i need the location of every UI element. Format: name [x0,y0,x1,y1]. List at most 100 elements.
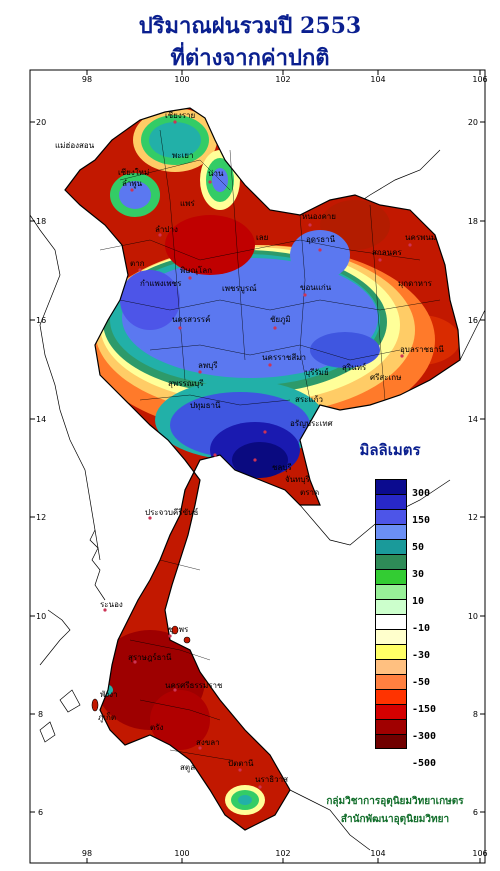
map-subtitle: ที่ต่างจากค่าปกติ [170,45,330,71]
y-tick-label-left: 20 [36,118,46,127]
x-tick-label-top: 100 [174,75,189,84]
province-label: แม่ฮ่องสอน [55,141,95,150]
legend-swatch [375,539,407,554]
station-dot [130,188,134,192]
province-label: ลำพูน [122,179,143,189]
legend-swatch [375,554,407,569]
station-dot [198,370,202,374]
legend-swatch [375,584,407,599]
legend-tick-label: -500 [412,758,437,769]
y-tick-label-right: 8 [473,710,478,719]
station-dot [408,243,412,247]
legend-tick-label: 150 [412,515,431,526]
station-dot [198,746,202,750]
station-dot [308,223,312,227]
province-label: แพร่ [180,199,195,208]
station-dot [138,268,142,272]
legend-swatch [375,734,407,749]
station-dot [238,768,242,772]
province-label: ศรีสะเกษ [370,373,401,382]
y-tick-label-left: 16 [36,316,46,325]
y-tick-label-right: 10 [468,612,478,621]
province-label: เชียงราย [165,111,195,120]
province-label: บุรีรัมย์ [305,367,329,377]
station-dot [173,120,177,124]
province-label: นครศรีธรรมราช [165,681,223,690]
station-dot [213,453,217,457]
province-label: สุพรรณบุรี [168,379,204,388]
province-label: พังงา [100,690,118,699]
legend-tick-label: -300 [412,731,437,742]
station-markers [103,120,412,789]
station-dot [258,785,262,789]
legend-swatch [375,704,407,719]
station-dot [253,458,257,462]
province-label: เพชรบูรณ์ [222,283,257,294]
island [91,698,99,712]
province-label: มุกดาหาร [398,279,433,288]
legend-swatch [375,569,407,584]
province-label: ลพบุรี [198,361,218,370]
credit-line-2: สำนักพัฒนาอุตุนิยมวิทยา [340,814,450,825]
station-dot [378,258,382,262]
station-dot [148,516,152,520]
credit-line-1: กลุ่มวิชาการอุตุนิยมวิทยาเกษตร [326,796,464,807]
legend-tick-label: 50 [412,542,425,553]
station-dot [273,326,277,330]
y-tick-label-left: 12 [36,513,46,522]
legend-swatch [375,614,407,629]
province-label: นราธิวาส [255,775,288,784]
province-label: จันทบุรี [285,475,311,484]
station-dot [158,233,162,237]
station-dot [318,248,322,252]
station-dot [133,660,137,664]
legend-swatch [375,509,407,524]
province-label: สงขลา [196,738,220,747]
province-label: ลำปาง [155,225,178,234]
legend-swatch [375,719,407,734]
province-label: นครพนม [405,233,436,242]
province-boundaries [99,129,441,761]
province-label: สุราษฎร์ธานี [128,652,172,662]
y-tick-label-right: 14 [468,415,478,424]
province-label: สตูล [180,763,195,773]
station-dot [168,634,172,638]
legend-swatch [375,479,407,494]
province-labels: เชียงราย เชียงใหม่ แม่ฮ่องสอน ลำพูน ลำปา… [55,111,444,784]
legend-tick-label: -10 [412,623,431,634]
province-label: น่าน [208,169,224,178]
x-tick-label-bottom: 100 [174,849,189,858]
legend-tick-label: -30 [412,650,431,661]
province-label: นครราชสีมา [262,353,306,362]
legend-swatch [375,629,407,644]
y-tick-label-right: 20 [468,118,478,127]
station-dot [268,363,272,367]
province-label: สกลนคร [372,248,402,257]
province-label: ชลบุรี [272,463,292,472]
station-dot [178,326,182,330]
province-label: ปทุมธานี [190,401,221,410]
legend-tick-label: 30 [412,569,425,580]
station-dot [103,608,107,612]
x-tick-label-top: 98 [82,75,92,84]
y-tick-label-left: 14 [36,415,46,424]
province-label: ปัตตานี [228,759,254,768]
province-label: ตราด [300,488,319,497]
province-label: อุบลราชธานี [400,345,444,354]
islands [91,625,191,712]
station-dot [400,354,404,358]
map-title: ปริมาณฝนรวมปี 2553 [138,13,362,39]
legend-tick-label: 300 [412,488,431,499]
province-label: เลย [256,233,268,242]
province-label: หนองคาย [302,212,336,221]
station-dot [173,688,177,692]
province-label: ตาก [130,259,145,268]
x-tick-label-bottom: 106 [472,849,487,858]
legend-swatch [375,689,407,704]
legend-swatch [375,674,407,689]
province-label: อุดรธานี [306,235,336,244]
legend-tick-label: 10 [412,596,425,607]
island [171,625,179,635]
